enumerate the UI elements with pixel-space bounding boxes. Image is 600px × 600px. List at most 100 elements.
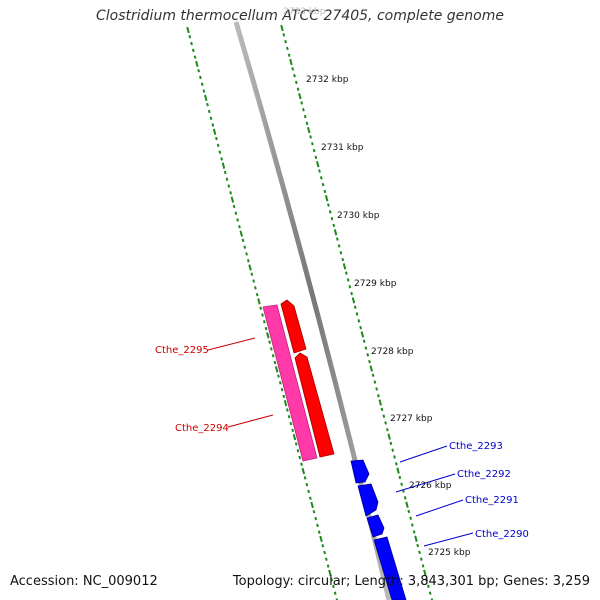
- scale-tick: [341, 257, 345, 262]
- scale-tick: [403, 496, 407, 500]
- genome-backbone: [233, 21, 392, 600]
- kbp-label: 2730 kbp: [337, 211, 380, 221]
- gene-cthe-2295-segment[interactable]: [294, 352, 335, 458]
- scale-tick: [307, 489, 310, 494]
- scale-tick: [245, 252, 248, 256]
- scale-tick: [360, 331, 365, 338]
- scale-tick: [197, 69, 200, 73]
- label-cthe-2294[interactable]: Cthe_2294: [175, 423, 229, 434]
- scale-tick: [216, 143, 220, 148]
- scale-tick: [286, 408, 289, 412]
- scale-tick: [261, 313, 264, 317]
- scale-tick: [425, 577, 428, 582]
- scale-tick: [259, 306, 263, 310]
- scale-tick: [209, 116, 213, 120]
- scale-tick: [316, 523, 319, 528]
- scale-tick: [319, 535, 323, 543]
- scale-tick: [186, 26, 190, 34]
- scale-tick: [311, 142, 314, 146]
- gene-cthe-2292[interactable]: [357, 483, 379, 517]
- label-cthe-2293[interactable]: Cthe_2293: [449, 441, 503, 452]
- scale-tick: [310, 501, 314, 509]
- scale-tick: [377, 394, 380, 398]
- scale-tick: [257, 298, 261, 305]
- leader-cthe-2293: [399, 445, 448, 463]
- scale-tick: [212, 128, 217, 135]
- scale-tick: [394, 462, 398, 466]
- scale-tick: [215, 136, 218, 141]
- scale-tick: [266, 332, 270, 339]
- scale-tick: [291, 428, 294, 433]
- scale-tick: [232, 204, 236, 209]
- scale-tick: [327, 203, 330, 207]
- scale-tick: [423, 569, 427, 576]
- scale-tick: [292, 433, 297, 441]
- scale-tick: [289, 421, 293, 426]
- kbp-label: 2728 kbp: [371, 347, 414, 357]
- label-cthe-2295[interactable]: Cthe_2295: [155, 345, 209, 356]
- scale-tick: [373, 380, 377, 384]
- scale-tick: [294, 80, 298, 85]
- scale-tick: [300, 101, 303, 105]
- scale-tick: [326, 564, 330, 568]
- scale-tick: [220, 157, 224, 161]
- leader-cthe-2291: [415, 499, 464, 517]
- kbp-label: 2726 kbp: [409, 481, 452, 491]
- scale-tick: [268, 340, 271, 344]
- gene-cthe-2294[interactable]: [262, 304, 318, 462]
- leader-cthe-2290: [423, 532, 474, 547]
- scale-tick: [309, 135, 312, 139]
- scale-tick: [384, 421, 387, 425]
- scale-tick: [353, 305, 357, 309]
- scale-tick: [305, 482, 309, 487]
- scale-tick: [280, 24, 284, 32]
- scale-tick: [414, 535, 418, 542]
- scale-tick: [289, 58, 293, 66]
- scale-tick: [291, 67, 295, 71]
- scale-tick: [294, 442, 298, 446]
- scale-tick: [287, 415, 291, 419]
- scale-tick: [346, 278, 350, 282]
- scale-tick: [314, 516, 318, 521]
- scale-tick: [191, 48, 195, 53]
- scale-tick: [314, 155, 318, 160]
- scale-tick: [319, 176, 323, 180]
- scale-tick: [298, 92, 302, 100]
- scale-tick: [283, 400, 288, 407]
- scale-tick: [305, 121, 309, 126]
- scale-tick: [195, 60, 199, 68]
- scale-tick: [223, 170, 227, 175]
- scale-tick: [307, 126, 311, 134]
- scale-tick: [342, 263, 347, 270]
- scale-tick: [303, 476, 307, 480]
- genome-summary-text: Topology: circular; Length: 3,843,301 bp…: [232, 574, 590, 589]
- label-cthe-2292[interactable]: Cthe_2292: [457, 469, 511, 480]
- scale-tick: [250, 272, 254, 276]
- scale-tick: [230, 196, 235, 203]
- gene-cthe-2293[interactable]: [350, 459, 370, 484]
- leader-cthe-2295: [207, 337, 256, 351]
- scale-tick: [271, 354, 275, 358]
- label-cthe-2290[interactable]: Cthe_2290: [475, 529, 529, 540]
- kbp-label: 2725 kbp: [428, 548, 471, 558]
- scale-tick: [430, 598, 434, 600]
- gene-cthe-2291[interactable]: [366, 514, 385, 538]
- scale-tick: [309, 496, 312, 500]
- scale-tick: [270, 347, 273, 351]
- scale-tick: [323, 550, 326, 555]
- label-leaders: [207, 337, 474, 547]
- scale-tick: [324, 195, 329, 202]
- scale-tick: [282, 394, 286, 399]
- scale-tick: [337, 244, 341, 248]
- scale-tick: [391, 448, 395, 452]
- gene-cthe-2290[interactable]: [373, 536, 407, 600]
- scale-tick: [207, 109, 211, 114]
- scale-tick: [255, 292, 259, 297]
- gene-cthe-2295[interactable]: [280, 299, 307, 354]
- scale-tick: [369, 365, 373, 372]
- scale-tick: [407, 509, 411, 514]
- scale-tick: [339, 251, 343, 255]
- label-cthe-2291[interactable]: Cthe_2291: [465, 495, 519, 506]
- scale-tick: [241, 238, 245, 243]
- scale-tick: [264, 326, 268, 331]
